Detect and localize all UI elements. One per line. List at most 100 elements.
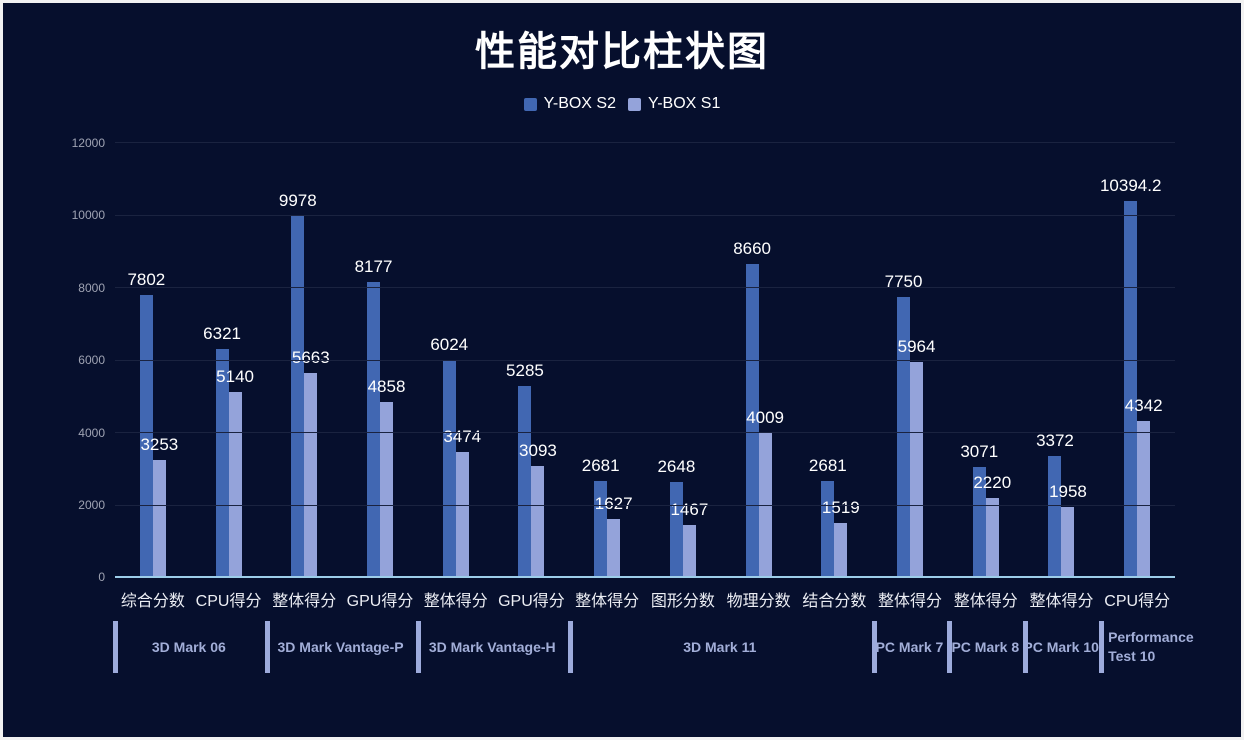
benchmark-group-label: Performance Test 10 xyxy=(1108,629,1194,664)
gridline: 12000 xyxy=(72,136,1175,150)
bar-value-label: 3093 xyxy=(519,440,557,460)
bar-ybox-s2 xyxy=(972,466,986,578)
benchmark-group-label: PC Mark 8 xyxy=(951,638,1020,655)
bar-value-label: 7750 xyxy=(884,272,923,292)
bar-value-label: 3071 xyxy=(960,441,999,461)
bar-group: 7802 3253 xyxy=(115,143,191,578)
bar-value-label: 8177 xyxy=(354,256,393,276)
benchmark-group-label: 3D Mark Vantage-H xyxy=(428,638,556,655)
bar-column: 3474 xyxy=(443,143,481,578)
bar-pair: 2681 1627 xyxy=(582,143,633,578)
benchmark-group-label: 3D Mark 06 xyxy=(151,638,226,655)
bar-column: 5140 xyxy=(216,143,254,578)
legend-item-s1[interactable]: Y-BOX S1 xyxy=(628,95,720,113)
bar-ybox-s2 xyxy=(367,281,381,578)
bar-ybox-s1 xyxy=(152,460,166,578)
bar-group: 8660 4009 xyxy=(721,143,797,578)
bars-row: 7802 3253 6321 5140 9978 5663 8177 4858 6024 3474… xyxy=(115,143,1175,578)
bar-group: 2648 1467 xyxy=(645,143,721,578)
category-label: 综合分数 xyxy=(120,593,185,610)
benchmark-group-label: 3D Mark Vantage-P xyxy=(277,638,404,655)
plot-area: 7802 3253 6321 5140 9978 5663 8177 4858 6024 3474… xyxy=(72,136,1175,584)
bar-column: 1467 xyxy=(670,143,708,578)
category-label: GPU得分 xyxy=(498,593,565,610)
bar-ybox-s2 xyxy=(1048,455,1062,578)
bar-column: 7802 xyxy=(127,143,165,578)
bar-value-label: 3372 xyxy=(1036,430,1074,450)
y-tick-label: 6000 xyxy=(78,353,105,367)
bar-value-label: 1958 xyxy=(1049,482,1087,502)
category-label: 整体得分 xyxy=(272,593,337,610)
gridline: 4000 xyxy=(78,426,1175,440)
bar-column: 3071 xyxy=(960,143,998,578)
benchmark-group: 3D Mark 06 xyxy=(113,621,265,673)
group-separator xyxy=(1023,621,1029,673)
y-tick-label: 4000 xyxy=(78,425,105,440)
bar-value-label: 1519 xyxy=(821,497,860,517)
bar-pair: 9978 5663 xyxy=(279,143,330,578)
bar-value-label: 3253 xyxy=(140,435,179,455)
bar-pair: 7802 3253 xyxy=(127,143,178,578)
benchmark-group: 3D Mark 11 xyxy=(568,621,871,673)
bar-column: 1519 xyxy=(822,143,860,578)
bar-value-label: 1627 xyxy=(594,494,633,514)
bar-value-label: 7802 xyxy=(127,270,166,290)
bar-ybox-s1 xyxy=(985,497,999,578)
bar-group: 8177 4858 xyxy=(342,143,418,578)
bar-group: 2681 1519 xyxy=(796,143,872,578)
bar-column: 1958 xyxy=(1049,143,1087,578)
benchmark-group-label: 3D Mark 11 xyxy=(683,638,757,655)
bar-value-label: 2220 xyxy=(973,472,1012,492)
category-label: CPU得分 xyxy=(195,593,262,610)
legend: Y-BOX S2 Y-BOX S1 xyxy=(3,95,1241,113)
bar-ybox-s2 xyxy=(897,297,911,578)
bar-ybox-s2 xyxy=(1124,201,1138,578)
benchmark-group: PC Mark 7 xyxy=(871,621,948,673)
bar-pair: 8660 4009 xyxy=(733,143,784,578)
bar-pair: 7750 5964 xyxy=(885,143,935,578)
bar-column: 10394.2 xyxy=(1100,143,1161,578)
bar-value-label: 9978 xyxy=(278,191,317,211)
legend-label: Y-BOX S1 xyxy=(648,95,721,112)
bar-value-label: 10394.2 xyxy=(1099,176,1162,196)
bar-pair: 2648 1467 xyxy=(657,143,708,578)
bar-column: 5964 xyxy=(898,143,935,578)
bar-value-label: 4009 xyxy=(746,407,785,427)
category-label: CPU得分 xyxy=(1104,593,1171,610)
bar-ybox-s2 xyxy=(745,264,759,578)
category-label: 结合分数 xyxy=(802,593,867,610)
category-label: GPU得分 xyxy=(346,593,414,610)
bar-ybox-s1 xyxy=(1137,420,1151,578)
category-label: 物理分数 xyxy=(726,593,791,610)
group-separator xyxy=(871,621,877,673)
gridline: 2000 xyxy=(78,498,1175,512)
category-label: 整体得分 xyxy=(575,593,640,610)
bar-ybox-s2 xyxy=(518,386,532,578)
group-separator xyxy=(947,621,953,673)
legend-swatch-icon xyxy=(523,97,537,111)
legend-swatch-icon xyxy=(628,97,641,111)
bar-group: 2681 1627 xyxy=(569,143,645,578)
bar-value-label: 5964 xyxy=(897,336,936,356)
bar-column: 1627 xyxy=(595,143,633,578)
y-tick-label: 10000 xyxy=(71,208,105,222)
bar-ybox-s2 xyxy=(669,482,683,578)
bar-column: 2220 xyxy=(973,143,1011,578)
bar-pair: 5285 3093 xyxy=(506,143,557,578)
bar-ybox-s1 xyxy=(455,452,469,578)
legend-item-s2[interactable]: Y-BOX S2 xyxy=(523,95,616,113)
group-separator xyxy=(1099,621,1105,673)
bar-pair: 3372 1958 xyxy=(1036,143,1087,578)
bar-pair: 6024 3474 xyxy=(430,143,481,578)
bar-value-label: 8660 xyxy=(733,239,772,259)
bar-column: 4009 xyxy=(746,143,784,578)
bar-value-label: 3474 xyxy=(443,427,482,447)
y-tick-label: 2000 xyxy=(78,498,105,513)
category-label: 整体得分 xyxy=(878,593,943,610)
bar-column: 7750 xyxy=(885,143,922,578)
bar-pair: 6321 5140 xyxy=(203,143,254,578)
bar-ybox-s1 xyxy=(380,401,394,578)
bar-group: 5285 3093 xyxy=(494,143,570,578)
bar-value-label: 1467 xyxy=(670,499,709,519)
benchmark-group: PC Mark 8 xyxy=(947,621,1023,673)
